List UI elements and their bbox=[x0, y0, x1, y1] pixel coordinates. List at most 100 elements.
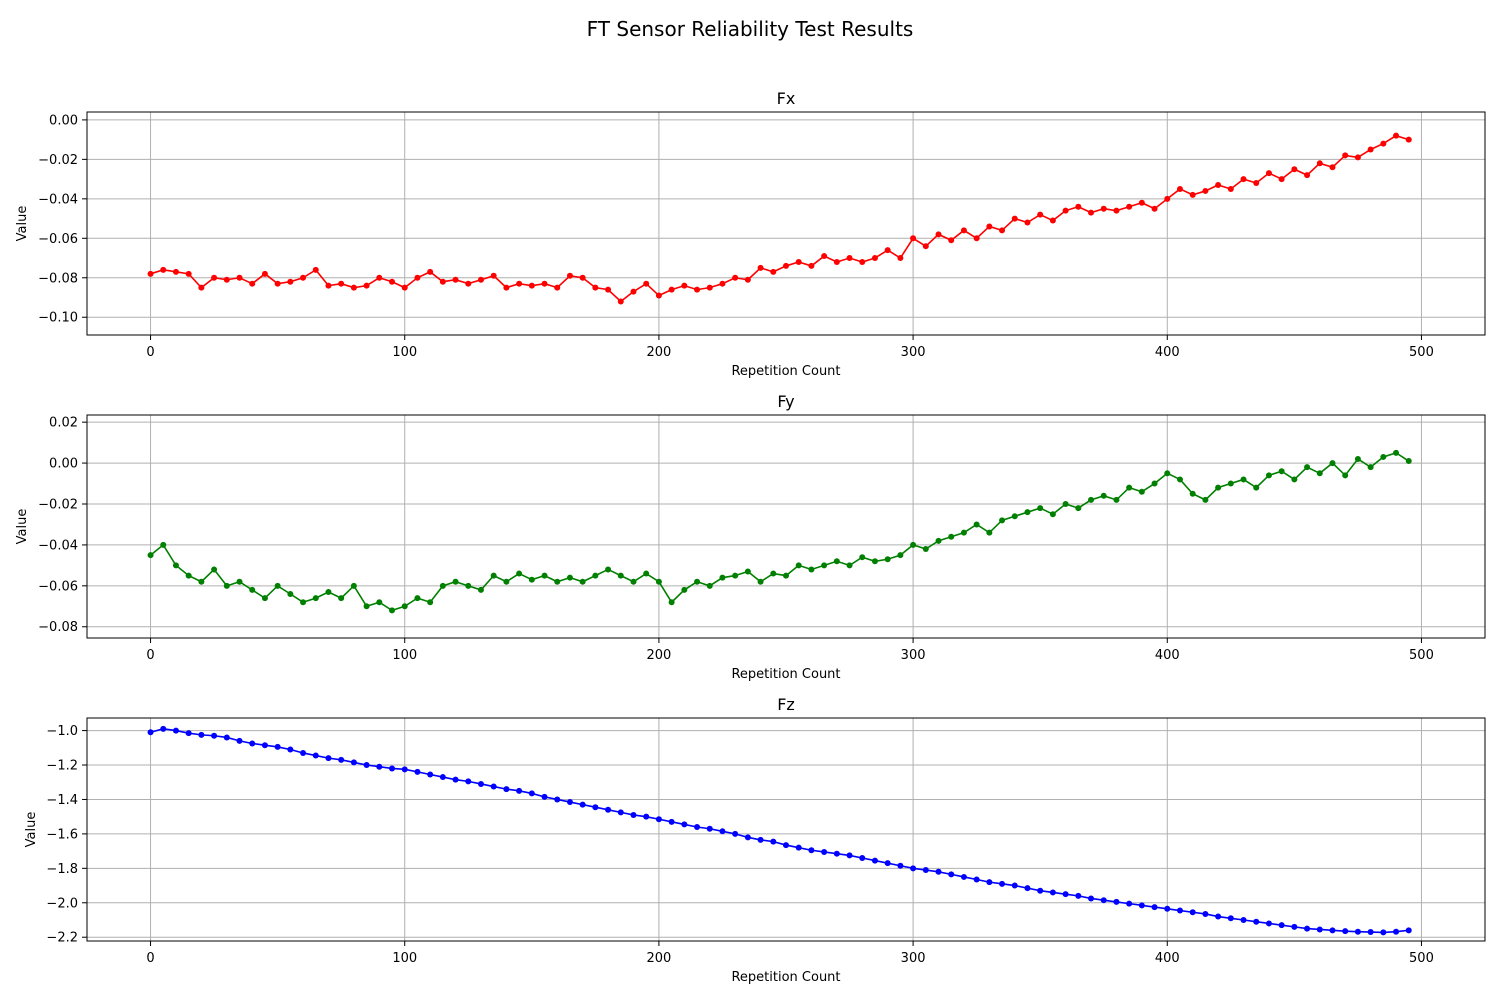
x-axis-label: Repetition Count bbox=[731, 970, 840, 985]
data-point bbox=[592, 284, 599, 291]
data-point bbox=[859, 855, 866, 861]
data-point bbox=[185, 270, 192, 277]
data-point bbox=[1240, 176, 1247, 183]
x-tick-label: 400 bbox=[1155, 345, 1180, 360]
data-point bbox=[1151, 480, 1158, 487]
data-point bbox=[160, 266, 167, 273]
data-point bbox=[439, 278, 446, 285]
data-point bbox=[1088, 209, 1095, 216]
data-point bbox=[223, 582, 230, 589]
data-point bbox=[300, 599, 307, 606]
data-point bbox=[1189, 490, 1196, 497]
data-point bbox=[1342, 928, 1349, 935]
data-point bbox=[516, 570, 523, 577]
data-point bbox=[617, 298, 624, 305]
data-point bbox=[503, 578, 510, 585]
data-point bbox=[1291, 166, 1298, 173]
data-point bbox=[1405, 927, 1412, 934]
data-point bbox=[1024, 885, 1031, 892]
x-tick-label: 100 bbox=[392, 951, 417, 966]
axes-frame bbox=[86, 414, 1486, 639]
data-point bbox=[1291, 923, 1298, 930]
data-point bbox=[1011, 513, 1018, 520]
data-point bbox=[1176, 476, 1183, 483]
data-point bbox=[910, 865, 917, 872]
data-point bbox=[1354, 154, 1361, 161]
data-point bbox=[1253, 484, 1260, 491]
data-point bbox=[960, 529, 967, 536]
data-point bbox=[999, 227, 1006, 234]
data-point bbox=[1342, 472, 1349, 479]
data-point bbox=[1380, 140, 1387, 147]
y-tick-label: −0.08 bbox=[38, 271, 78, 286]
data-point bbox=[808, 566, 815, 573]
data-point bbox=[338, 280, 345, 287]
data-point bbox=[338, 595, 345, 602]
y-tick-label: 0.00 bbox=[49, 113, 78, 128]
data-point bbox=[350, 284, 357, 291]
data-point bbox=[300, 274, 307, 281]
x-tick-label: 500 bbox=[1409, 951, 1434, 966]
data-point bbox=[821, 253, 828, 260]
data-point bbox=[605, 286, 612, 293]
data-point bbox=[999, 880, 1006, 887]
data-point bbox=[439, 582, 446, 589]
y-tick-label: −1.4 bbox=[46, 793, 78, 808]
data-point bbox=[1329, 927, 1336, 934]
data-point bbox=[287, 278, 294, 285]
data-point bbox=[744, 276, 751, 283]
data-point bbox=[1113, 496, 1120, 503]
data-point bbox=[668, 599, 675, 606]
data-point bbox=[1126, 484, 1133, 491]
data-point bbox=[452, 578, 459, 585]
data-point bbox=[592, 572, 599, 579]
data-point bbox=[261, 595, 268, 602]
data-point bbox=[172, 268, 179, 275]
data-point bbox=[1138, 199, 1145, 206]
data-point bbox=[617, 809, 624, 816]
data-point bbox=[846, 852, 853, 859]
data-point bbox=[1329, 460, 1336, 467]
data-point bbox=[1393, 132, 1400, 139]
data-point bbox=[1037, 887, 1044, 894]
data-point bbox=[338, 756, 345, 763]
data-point bbox=[948, 237, 955, 244]
data-point bbox=[1126, 203, 1133, 210]
data-point bbox=[986, 529, 993, 536]
data-point bbox=[833, 258, 840, 265]
data-point bbox=[1049, 889, 1056, 896]
data-point bbox=[1113, 898, 1120, 905]
y-tick-label: −2.2 bbox=[46, 931, 78, 946]
panel-fx: 0 100 200 300 400 500 0.00 −0.02 −0.04 −0.06 −0.08… bbox=[15, 89, 1486, 379]
data-point bbox=[1393, 928, 1400, 935]
data-point bbox=[706, 582, 713, 589]
data-point bbox=[490, 783, 497, 790]
data-point bbox=[287, 591, 294, 598]
data-point bbox=[566, 799, 573, 806]
axes-frame bbox=[86, 717, 1486, 942]
data-point bbox=[935, 868, 942, 875]
data-point bbox=[1367, 146, 1374, 153]
data-point bbox=[884, 556, 891, 563]
data-point bbox=[490, 272, 497, 279]
data-point bbox=[668, 818, 675, 825]
data-point bbox=[757, 836, 764, 843]
data-point bbox=[1138, 488, 1145, 495]
data-point bbox=[630, 578, 637, 585]
data-point bbox=[1037, 505, 1044, 512]
data-point bbox=[414, 274, 421, 281]
data-point bbox=[350, 759, 357, 766]
data-point bbox=[325, 282, 332, 289]
data-point bbox=[1062, 501, 1069, 507]
data-point bbox=[1075, 892, 1082, 899]
data-point bbox=[389, 765, 396, 772]
data-point bbox=[884, 860, 891, 867]
data-point bbox=[1062, 207, 1069, 214]
data-point bbox=[1138, 902, 1145, 909]
data-point bbox=[871, 857, 878, 864]
data-point bbox=[1202, 910, 1209, 917]
data-point bbox=[439, 774, 446, 781]
y-axis-label: Value bbox=[15, 509, 30, 545]
data-point bbox=[630, 811, 637, 818]
